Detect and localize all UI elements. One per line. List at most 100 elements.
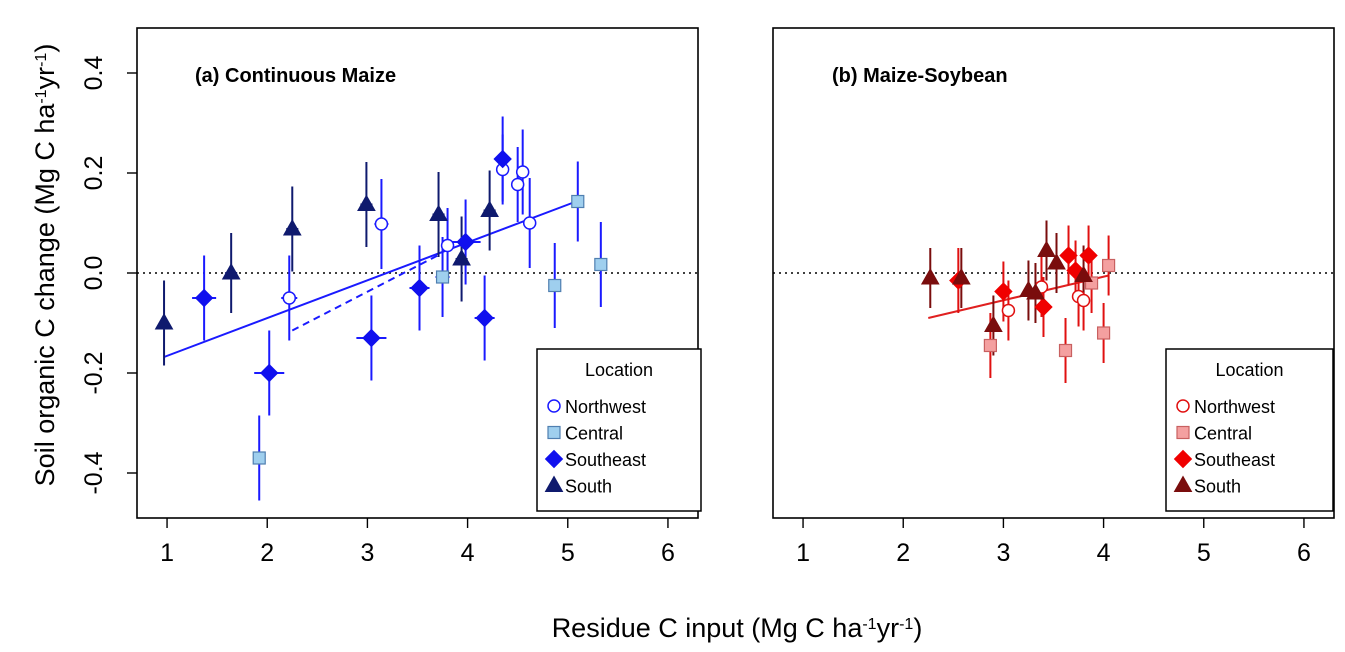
x-tick-label: 6	[661, 539, 675, 567]
data-point-central	[594, 257, 608, 272]
legend-marker-south	[544, 475, 564, 492]
x-tick-label: 4	[461, 539, 475, 567]
legend-marker-southeast	[1173, 449, 1193, 469]
legend-label-central: Central	[1194, 424, 1252, 444]
data-point-south	[1037, 240, 1056, 257]
data-point-northwest	[1001, 303, 1016, 318]
axis-title-part: yr	[30, 67, 60, 90]
x-tick-label: 1	[796, 539, 810, 567]
data-point-south	[1047, 252, 1066, 270]
y-axis-title: Soil organic C change (Mg C ha-1yr-1)	[30, 44, 60, 487]
legend-label-northwest: Northwest	[565, 397, 646, 417]
panel-title: (a) Continuous Maize	[195, 65, 396, 87]
data-point-central	[252, 451, 266, 465]
legend-marker-central	[547, 425, 561, 440]
y-tick-label: -0.2	[80, 351, 108, 394]
data-point-southeast	[260, 363, 279, 383]
panel-continuous-maize: 1 2 3 4 5 6 -0.4 -0.2 0.0 0.2 0.4 (a) Continuous Ma…	[80, 27, 702, 567]
data-point-south	[154, 312, 174, 330]
axis-title-part: )	[913, 613, 922, 643]
x-tick-label: 2	[896, 539, 910, 567]
x-tick-label: 2	[260, 539, 274, 567]
legend-title: Location	[1215, 360, 1283, 380]
data-point-southeast	[456, 232, 475, 252]
axis-title-part: -1	[33, 89, 50, 103]
x-tick-label: 5	[561, 539, 575, 567]
data-point-northwest	[440, 238, 455, 253]
legend-title: Location	[585, 360, 653, 380]
data-point-south	[282, 218, 302, 236]
data-point-south	[480, 200, 499, 217]
y-tick-label: 0.4	[80, 56, 108, 91]
legend-marker-northwest	[1176, 399, 1190, 413]
data-point-southeast	[1034, 297, 1053, 317]
data-point-central	[1058, 343, 1073, 358]
data-point-south	[920, 267, 940, 285]
panel-maize-soybean: 1 2 3 4 5 6 (b) Maize-Soybean Location Northwest…	[772, 27, 1335, 567]
data-point-central	[571, 194, 585, 209]
x-tick-label: 6	[1297, 539, 1311, 567]
data-point-south	[1026, 282, 1045, 300]
data-point-northwest	[374, 217, 389, 231]
y-tick-label: 0.0	[80, 256, 108, 291]
y-tick-label: 0.2	[80, 156, 108, 191]
legend-box	[1165, 348, 1334, 512]
y-tick-label: -0.4	[80, 451, 108, 494]
x-tick-label: 1	[160, 539, 174, 567]
data-point-southeast	[194, 288, 214, 308]
x-tick-label: 3	[360, 539, 374, 567]
regression-line	[163, 198, 584, 358]
data-point-south	[429, 204, 448, 221]
data-point-northwest	[510, 177, 525, 192]
data-point-northwest	[282, 291, 297, 305]
panel-title: (b) Maize-Soybean	[832, 65, 1008, 87]
legend-box	[536, 348, 702, 512]
axis-title-part: -1	[899, 616, 913, 633]
x-tick-label: 5	[1197, 539, 1211, 567]
x-tick-label: 4	[1097, 539, 1111, 567]
data-point-south	[221, 262, 241, 280]
data-point-southeast	[1059, 246, 1078, 265]
data-point-southeast	[1079, 246, 1098, 265]
data-point-south	[357, 194, 376, 211]
axis-titles: Soil organic C change (Mg C ha-1yr-1) Re…	[30, 44, 922, 643]
data-point-northwest	[1076, 293, 1091, 308]
data-point-southeast	[475, 308, 494, 328]
data-point-south	[984, 315, 1003, 332]
data-point-central	[435, 270, 450, 284]
axis-title-part: yr	[877, 613, 900, 643]
regression-line-dashed	[291, 252, 444, 332]
data-point-northwest	[522, 216, 537, 230]
legend-label-south: South	[1194, 477, 1241, 497]
legend-label-central: Central	[565, 424, 623, 444]
data-point-southeast	[410, 278, 429, 298]
x-tick-label: 3	[996, 539, 1010, 567]
legend-marker-south	[1173, 475, 1193, 492]
data-point-south	[951, 267, 971, 285]
data-point-southeast	[994, 282, 1013, 301]
legend-label-northwest: Northwest	[1194, 397, 1275, 417]
data-point-northwest	[515, 165, 530, 179]
data-point-south	[1074, 265, 1093, 282]
legend-marker-central	[1176, 425, 1190, 440]
data-point-central	[1096, 326, 1111, 340]
data-point-central	[1101, 258, 1116, 273]
legend-marker-northwest	[547, 399, 561, 413]
legend-label-southeast: Southeast	[565, 450, 646, 470]
axis-title-part: )	[30, 44, 60, 53]
axis-title-part: -1	[33, 53, 50, 67]
axis-title-part: Soil organic C change (Mg C ha	[30, 103, 60, 487]
x-axis-title: Residue C input (Mg C ha-1yr-1)	[552, 613, 923, 643]
legend-label-southeast: Southeast	[1194, 450, 1275, 470]
data-point-south	[452, 248, 471, 266]
legend-marker-southeast	[544, 449, 564, 469]
axis-title-part: -1	[862, 616, 876, 633]
data-point-central	[983, 338, 997, 353]
axis-title-part: Residue C input (Mg C ha	[552, 613, 864, 643]
legend-label-south: South	[565, 477, 612, 497]
data-point-central	[548, 278, 562, 293]
data-point-southeast	[493, 149, 512, 169]
data-point-southeast	[362, 328, 381, 348]
